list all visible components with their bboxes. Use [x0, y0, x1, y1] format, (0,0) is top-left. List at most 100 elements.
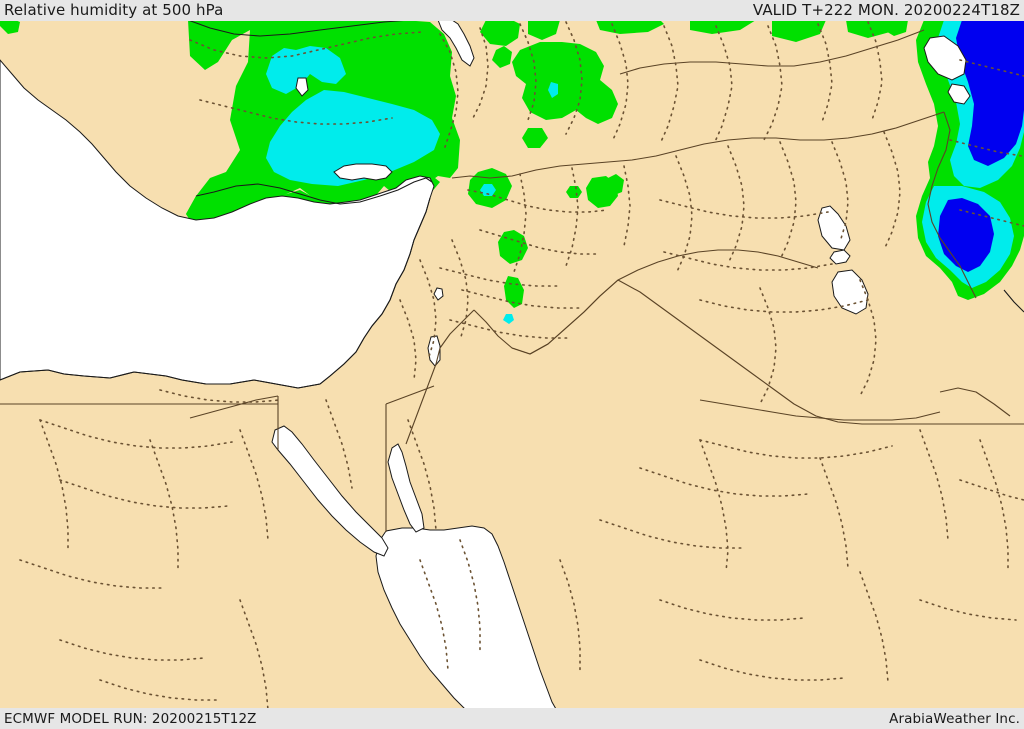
- dotted-syria-5: [623, 165, 631, 247]
- contour-green-north-syria-2: [480, 20, 520, 46]
- border-iraq-saudi-north: [617, 249, 819, 281]
- arabian-gulf-coastline: [1003, 289, 1024, 313]
- border-jordan-west: [405, 309, 475, 445]
- provider-credit: ArabiaWeather Inc.: [889, 711, 1020, 727]
- dotted-iraq-2: [727, 145, 745, 265]
- dotted-levant-1: [451, 239, 469, 341]
- contour-blue-iran-south: [938, 198, 994, 272]
- contour-green-top-strip-2: [690, 20, 756, 34]
- border-egypt-libya: [189, 395, 279, 419]
- gulf-of-suez: [271, 425, 389, 557]
- border-dotted-layer: [19, 21, 1024, 711]
- dotted-levant-2: [419, 259, 437, 361]
- dotted-sinai-1: [407, 419, 437, 531]
- dotted-sinai-2: [419, 559, 449, 671]
- valid-time-label: VALID T+222 MON. 20200224T18Z: [752, 1, 1020, 19]
- border-sinai-east: [385, 385, 435, 405]
- contour-green-jordan: [504, 276, 524, 308]
- lake-tuz: [295, 77, 309, 97]
- dotted-syria-4: [565, 167, 579, 267]
- contour-green-islet-west: [0, 18, 20, 34]
- dotted-saudi-9: [699, 659, 845, 681]
- contour-cyan-anatolia-main: [266, 90, 440, 186]
- dotted-egypt-7: [59, 639, 205, 661]
- dotted-turkey-6: [565, 21, 583, 135]
- border-saudi-iraq-line: [699, 399, 941, 421]
- dotted-iran-1: [959, 59, 1024, 77]
- lake-tharthar: [817, 205, 851, 251]
- dotted-sinai-4: [325, 399, 353, 489]
- dotted-saudi-2: [639, 467, 809, 497]
- contour-green-aleppo: [492, 46, 512, 68]
- dotted-iraq-8: [699, 299, 869, 313]
- dotted-turkey-1: [189, 31, 423, 59]
- sea-layer: [0, 19, 971, 729]
- dotted-levant-3: [399, 299, 417, 381]
- footer-band: ECMWF MODEL RUN: 20200215T12Z ArabiaWeat…: [0, 708, 1024, 729]
- sea-of-galilee: [433, 287, 444, 301]
- dotted-turkey-8: [659, 25, 679, 145]
- contour-green-homs: [498, 230, 528, 264]
- border-jordan-saudi: [511, 279, 1024, 425]
- dotted-egypt-2: [59, 479, 229, 509]
- border-iraq-iran: [927, 111, 977, 299]
- dotted-turkey-11: [817, 23, 833, 123]
- dotted-egypt-9: [99, 679, 221, 701]
- dotted-iraq-6: [659, 199, 829, 219]
- north-africa-coastline: [0, 369, 321, 389]
- border-turkey-north: [619, 29, 925, 75]
- lake-habbaniyah: [829, 249, 851, 265]
- anatolia-north-coastline: [187, 19, 411, 37]
- dotted-turkey-3: [439, 33, 459, 151]
- dotted-egypt-6: [19, 559, 165, 589]
- contour-blue-iran-north: [956, 20, 1024, 166]
- contour-green-south-turkey-patch: [522, 128, 548, 148]
- dotted-syria-3: [513, 173, 527, 273]
- contour-cyan-jordan-tip: [503, 314, 514, 324]
- dotted-iraq-1: [675, 155, 693, 275]
- dotted-turkey-2: [199, 99, 393, 125]
- dotted-iran-3: [959, 209, 1024, 227]
- red-sea: [375, 525, 561, 729]
- dotted-iraq-5: [883, 131, 901, 251]
- dotted-turkey-9: [713, 25, 733, 145]
- dotted-iraq-9: [759, 287, 777, 405]
- dotted-saudi-4: [819, 457, 849, 569]
- dotted-saudi-8: [859, 571, 889, 683]
- gulf-of-aqaba: [387, 443, 425, 533]
- dotted-egypt-5: [239, 429, 269, 541]
- header-band: Relative humidity at 500 hPa VALID T+222…: [0, 0, 1024, 21]
- dotted-saudi-6: [599, 519, 745, 549]
- anatolia-south-coastline: [195, 177, 433, 205]
- contour-cyan-anatolia-north: [266, 46, 346, 94]
- dotted-saudi-13: [559, 559, 581, 671]
- dotted-iraq-7: [663, 251, 833, 271]
- contour-green-north-syria-3: [528, 20, 560, 40]
- contour-green-palmyra: [586, 176, 618, 208]
- contour-cyan-anatolia-finger: [280, 110, 316, 144]
- contour-green-palmyra-small: [566, 186, 582, 198]
- map-title: Relative humidity at 500 hPa: [4, 1, 224, 19]
- dotted-egypt-8: [239, 599, 269, 711]
- contour-cyan-damascus-core: [480, 184, 496, 196]
- black-sea-fragment: [437, 19, 475, 67]
- dotted-syria-1: [467, 189, 609, 213]
- contour-green-north-syria: [512, 42, 618, 124]
- dotted-jordan-1: [449, 319, 571, 339]
- border-turkey-syria-iraq: [451, 111, 945, 179]
- dotted-iraq-3: [779, 141, 797, 261]
- dotted-med-coast-1: [159, 389, 281, 403]
- dotted-sinai-3: [459, 539, 481, 651]
- border-solid-layer: [0, 29, 1024, 532]
- contour-green-top-strip: [596, 20, 664, 34]
- dotted-iraq-10: [859, 279, 877, 397]
- border-kuwait: [939, 387, 1011, 417]
- dotted-syria-2: [479, 229, 601, 255]
- dotted-saudi-11: [959, 479, 1024, 501]
- dotted-jordan-3: [439, 267, 561, 287]
- dotted-jordan-2: [461, 289, 583, 309]
- dotted-saudi-5: [919, 429, 949, 541]
